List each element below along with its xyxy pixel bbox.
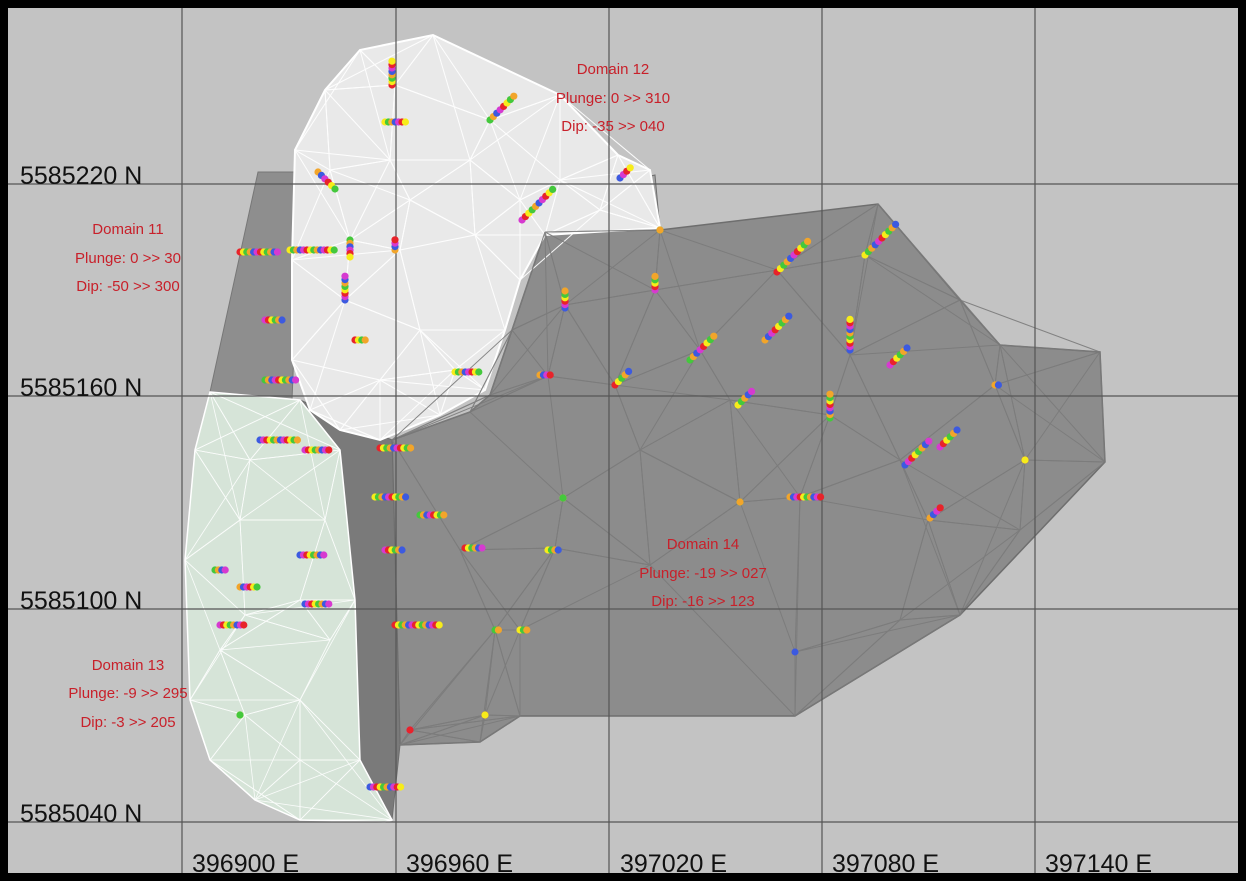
sample-point [846,315,854,323]
domain-plunge: Plunge: -19 >> 027 [639,565,767,582]
sample-point [804,237,812,245]
northing-label: 5585100 N [20,587,142,615]
sample-point [388,57,396,65]
domain-dip: Dip: -50 >> 300 [76,278,179,295]
sample-point [554,546,562,554]
northing-label: 5585220 N [20,162,142,190]
domain-14-annotation: Domain 14 Plunge: -19 >> 027 Dip: -16 >>… [639,536,767,610]
domain-name: Domain 14 [667,536,740,553]
sample-point [656,226,664,234]
sample-point [402,493,410,501]
sample-point [236,711,244,719]
sample-point [994,381,1003,389]
northing-label: 5585040 N [20,800,142,828]
sample-point [791,648,799,656]
domain-name: Domain 12 [577,61,650,78]
sample-point [651,272,659,280]
sample-point [903,344,911,352]
sample-point [292,376,300,384]
sample-point [397,783,405,791]
sample-point [523,626,531,634]
sample-point [407,444,415,452]
sample-point [331,185,339,193]
sample-point [826,390,834,398]
sample-point [341,272,349,280]
sample-point [475,368,483,376]
domain-dip: Dip: -3 >> 205 [80,714,175,731]
sample-point [481,711,489,719]
sample-point [925,437,933,445]
domain-name: Domain 13 [92,657,165,674]
domain-plunge: Plunge: 0 >> 310 [556,90,670,107]
domain-12-annotation: Domain 12 Plunge: 0 >> 310 Dip: -35 >> 0… [556,61,670,135]
domain-dip: Dip: -35 >> 040 [561,118,664,135]
sample-point [510,92,518,100]
sample-point [549,185,557,193]
sample-point [478,544,486,552]
sample-point [325,600,333,608]
sample-point [391,236,399,244]
sample-point [320,551,328,559]
sample-point [1021,456,1029,464]
sample-point [435,621,443,629]
domain-name: Domain 11 [92,221,163,238]
sample-point [325,446,333,454]
sample-point [953,426,961,434]
sample-point [221,566,229,574]
sample-point [494,626,502,634]
sample-point [293,436,301,444]
northing-labels: 5585220 N 5585160 N 5585100 N 5585040 N [20,162,142,828]
sample-point [401,118,409,126]
sample-point [330,246,338,254]
sample-point [892,220,900,228]
sample-point [561,287,569,295]
northing-label: 5585160 N [20,374,142,402]
sample-point [817,493,825,501]
sample-point [736,498,744,506]
sample-point [559,494,567,502]
sample-point [406,726,414,734]
domain-plunge: Plunge: -9 >> 295 [68,685,187,702]
sample-point [625,367,633,375]
sample-point [546,371,554,379]
sample-point [748,387,756,395]
sample-point [273,248,281,256]
coordinate-grid [8,8,1238,873]
sample-point [346,253,354,261]
sample-point [278,316,286,324]
sample-point [785,312,793,320]
sample-point [398,546,406,554]
sample-point [710,332,718,340]
domain-13-annotation: Domain 13 Plunge: -9 >> 295 Dip: -3 >> 2… [68,657,187,731]
sample-point [240,621,248,629]
domain-dip: Dip: -16 >> 123 [651,593,754,610]
sample-point [253,583,261,591]
domain-11-annotation: Domain 11 Plunge: 0 >> 30 Dip: -50 >> 30… [75,221,181,295]
sample-point [361,336,369,344]
drillhole-samples [211,57,1029,791]
sample-point [440,511,448,519]
domain-plunge: Plunge: 0 >> 30 [75,250,181,267]
sample-point [626,164,634,172]
sample-point [936,504,944,512]
